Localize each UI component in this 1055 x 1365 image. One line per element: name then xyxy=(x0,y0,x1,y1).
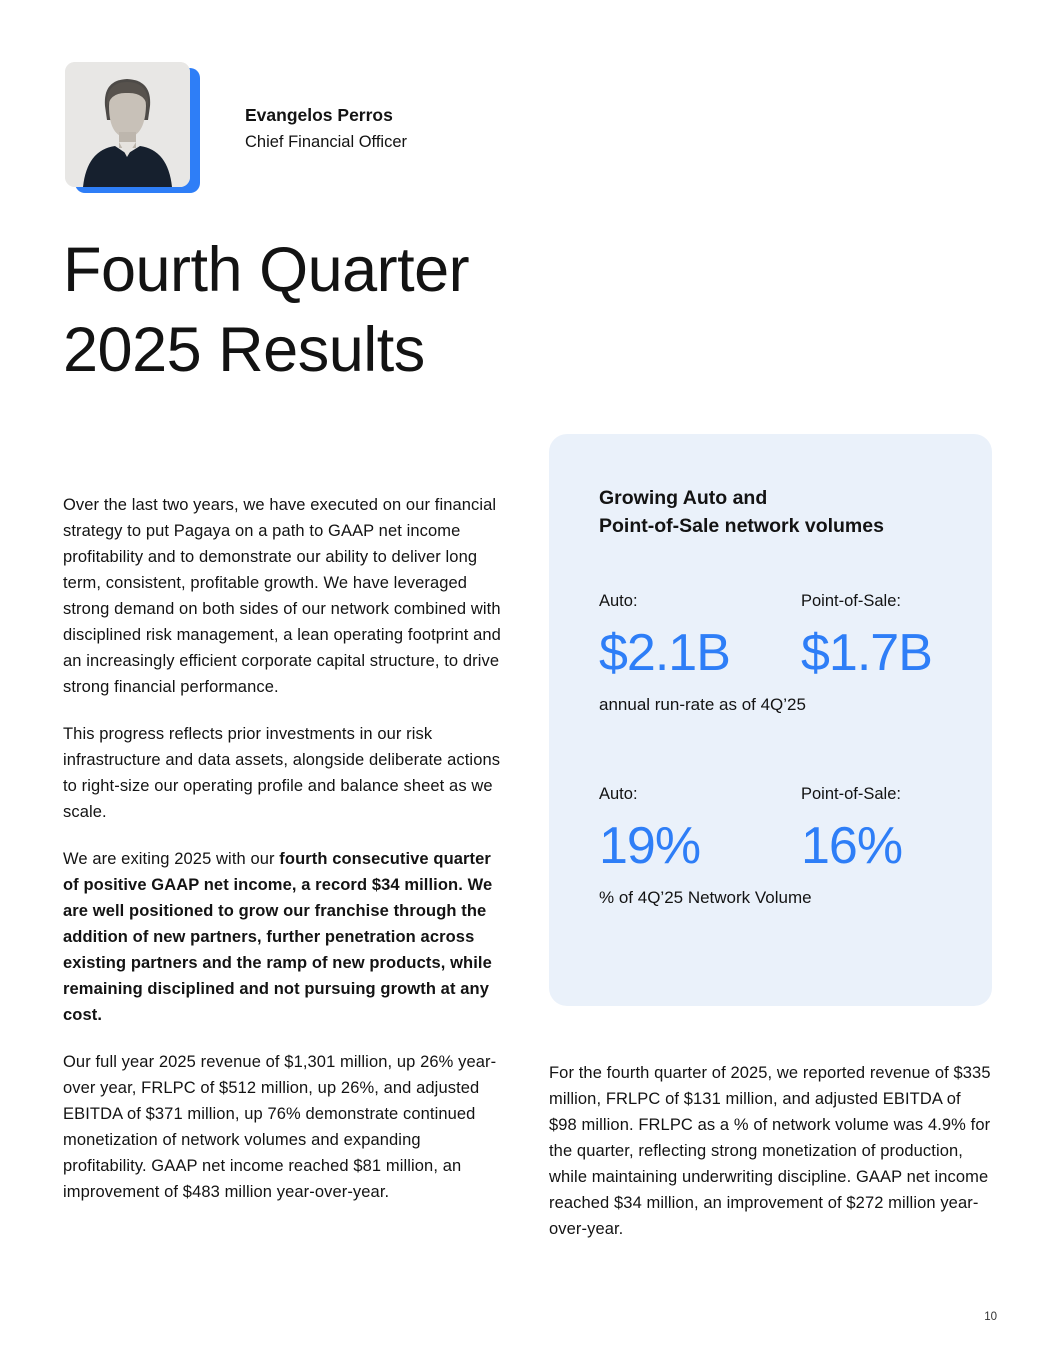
author-meta: Evangelos Perros Chief Financial Officer xyxy=(245,105,407,152)
pos-run-rate-value: $1.7B xyxy=(801,624,933,682)
run-rate-labels: Auto: Point-of-Sale: xyxy=(599,592,942,611)
paragraph-progress: This progress reflects prior investments… xyxy=(63,725,501,821)
paragraph-outlook-bold: fourth consecutive quarter of positive G… xyxy=(63,850,493,1024)
paragraph-outlook-lead: We are exiting 2025 with our xyxy=(63,850,280,868)
paragraph-full-year: Our full year 2025 revenue of $1,301 mil… xyxy=(63,1053,497,1201)
cfo-portrait xyxy=(65,62,190,187)
auto-label: Auto: xyxy=(599,592,638,610)
network-share-caption: % of 4Q’25 Network Volume xyxy=(599,888,812,907)
pos-label: Point-of-Sale: xyxy=(801,785,901,803)
cfo-photo xyxy=(65,62,201,194)
page-title-line2: 2025 Results xyxy=(63,315,425,385)
network-share-values: 19% 16% xyxy=(599,818,942,874)
portrait-illustration xyxy=(65,62,190,187)
pos-label: Point-of-Sale: xyxy=(801,592,901,610)
stat-card-title: Growing Auto and Point-of-Sale network v… xyxy=(599,484,942,540)
paragraph-fourth-quarter: For the fourth quarter of 2025, we repor… xyxy=(549,1064,991,1238)
stat-card-title-line2: Point-of-Sale network volumes xyxy=(599,515,884,537)
run-rate-caption: annual run-rate as of 4Q’25 xyxy=(599,695,806,714)
author-job-title: Chief Financial Officer xyxy=(245,132,408,151)
page-title: Fourth Quarter 2025 Results xyxy=(63,230,470,390)
network-share-labels: Auto: Point-of-Sale: xyxy=(599,785,942,804)
network-share-stats: Auto: Point-of-Sale: 19% 16% % of 4Q’25 … xyxy=(599,785,942,908)
auto-run-rate-value: $2.1B xyxy=(599,624,731,682)
left-column: Over the last two years, we have execute… xyxy=(63,434,508,1242)
stat-card: Growing Auto and Point-of-Sale network v… xyxy=(549,434,992,1006)
run-rate-stats: Auto: Point-of-Sale: $2.1B $1.7B annual … xyxy=(599,592,942,715)
stat-card-title-line1: Growing Auto and xyxy=(599,487,768,509)
author-name: Evangelos Perros xyxy=(245,104,393,125)
right-column: Growing Auto and Point-of-Sale network v… xyxy=(549,434,992,1242)
body-columns: Over the last two years, we have execute… xyxy=(63,434,992,1242)
pos-share-value: 16% xyxy=(801,817,903,875)
auto-share-value: 19% xyxy=(599,817,701,875)
paragraph-outlook: We are exiting 2025 with our fourth cons… xyxy=(63,846,508,1028)
paragraph-strategy: Over the last two years, we have execute… xyxy=(63,496,501,696)
page-title-line1: Fourth Quarter xyxy=(63,235,470,305)
run-rate-values: $2.1B $1.7B xyxy=(599,625,942,681)
author-block: Evangelos Perros Chief Financial Officer xyxy=(65,62,407,194)
page-number: 10 xyxy=(984,1311,997,1323)
auto-label: Auto: xyxy=(599,785,638,803)
